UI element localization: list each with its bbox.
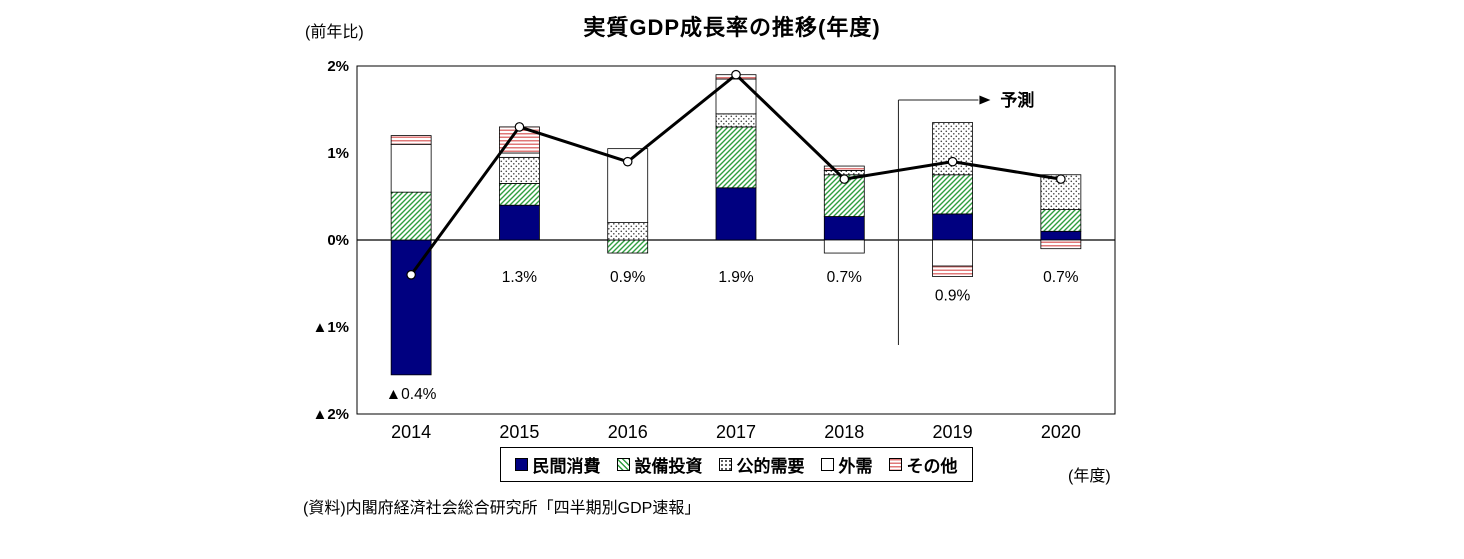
chart-title: 実質GDP成長率の推移(年度) <box>583 15 881 40</box>
forecast-label: 予測 <box>1000 90 1034 110</box>
line-marker <box>1056 174 1066 184</box>
data-label: ▲0.4% <box>386 386 437 403</box>
legend-label: その他 <box>906 457 958 476</box>
bar-segment-dots <box>499 156 540 184</box>
legend-swatch-white <box>820 458 834 471</box>
bar-segment-white <box>823 239 865 254</box>
legend-label: 民間消費 <box>532 457 601 476</box>
bar-segment-white <box>932 239 973 267</box>
bar-segment-green-hatch <box>932 174 973 215</box>
bar-segment-green-hatch <box>390 191 432 241</box>
bar-segment-pink-stripes <box>823 165 865 171</box>
line-marker <box>839 174 850 184</box>
legend-swatch-solid-navy <box>514 458 528 471</box>
data-label: 1.3% <box>502 269 538 286</box>
legend-swatch-dots <box>718 458 732 471</box>
y-tick-label: 2% <box>327 58 349 75</box>
bar-segment-solid-navy <box>715 187 757 241</box>
x-tick-label: 2015 <box>499 422 539 442</box>
forecast-arrow-head <box>979 95 991 105</box>
bar-segment-green-hatch <box>499 183 540 206</box>
bar-segment-dots <box>823 169 865 176</box>
bar-segment-solid-navy <box>390 239 432 376</box>
chart-legend: 民間消費 設備投資 公的需要 外需 その他 <box>499 447 973 482</box>
x-tick-label: 2014 <box>391 422 431 442</box>
bar-segment-white <box>499 152 540 158</box>
x-tick-label: 2017 <box>716 422 756 442</box>
line-marker <box>947 156 958 167</box>
bar-segment-green-hatch <box>1040 209 1082 232</box>
bar-segment-pink-stripes <box>390 135 432 145</box>
x-tick-label: 2016 <box>608 422 648 442</box>
legend-item: その他 <box>888 452 958 477</box>
legend-label: 公的需要 <box>736 457 805 476</box>
bar-segment-dots <box>607 222 649 241</box>
data-label: 0.9% <box>935 288 971 305</box>
bar-segment-pink-stripes <box>932 265 973 277</box>
bar-segment-solid-navy <box>1040 230 1082 241</box>
x-tick-label: 2019 <box>933 422 973 442</box>
legend-item: 設備投資 <box>616 452 703 477</box>
legend-item: 民間消費 <box>514 452 601 477</box>
x-tick-label: 2020 <box>1041 422 1081 442</box>
x-tick-label: 2018 <box>824 422 864 442</box>
x-axis-unit-label: (年度) <box>1068 468 1111 485</box>
bar-segment-green-hatch <box>607 239 649 254</box>
bar-segment-dots <box>932 122 973 176</box>
line-marker <box>731 69 741 80</box>
y-tick-label: 1% <box>327 145 349 162</box>
bar-segment-solid-navy <box>932 213 973 241</box>
line-marker <box>406 269 416 280</box>
y-tick-label: ▲1% <box>312 319 349 336</box>
data-label: 1.9% <box>718 269 754 286</box>
source-note: (資料)内閣府経済社会総合研究所「四半期別GDP速報」 <box>303 500 701 517</box>
legend-item: 外需 <box>820 452 873 477</box>
legend-swatch-pink-stripes <box>888 458 902 471</box>
legend-label: 外需 <box>838 457 873 476</box>
line-marker <box>514 122 525 132</box>
y-tick-label: 0% <box>327 232 349 249</box>
bar-segment-pink-stripes <box>1040 239 1082 250</box>
y-tick-label: ▲2% <box>312 406 349 423</box>
data-label: 0.7% <box>1043 269 1079 286</box>
bar-segment-dots <box>715 113 757 128</box>
legend-label: 設備投資 <box>634 457 703 476</box>
bar-segment-solid-navy <box>499 204 540 241</box>
y-axis-unit-label: (前年比) <box>305 24 364 41</box>
legend-wrapper: 民間消費 設備投資 公的需要 外需 その他 <box>357 447 1115 482</box>
data-label: 0.7% <box>827 269 863 286</box>
legend-item: 公的需要 <box>718 452 805 477</box>
legend-swatch-green-hatch <box>616 458 630 471</box>
line-marker <box>622 156 633 167</box>
bar-segment-green-hatch <box>715 126 757 189</box>
data-label: 0.9% <box>610 269 646 286</box>
bar-segment-solid-navy <box>823 216 865 241</box>
bar-segment-white <box>390 143 432 193</box>
